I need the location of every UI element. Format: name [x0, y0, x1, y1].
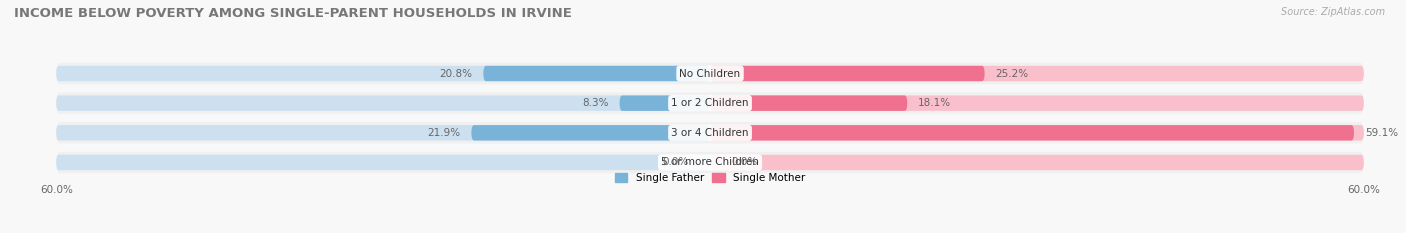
FancyBboxPatch shape	[56, 152, 1364, 173]
Text: 0.0%: 0.0%	[731, 158, 758, 168]
Legend: Single Father, Single Mother: Single Father, Single Mother	[614, 173, 806, 183]
FancyBboxPatch shape	[710, 66, 1364, 81]
Text: INCOME BELOW POVERTY AMONG SINGLE-PARENT HOUSEHOLDS IN IRVINE: INCOME BELOW POVERTY AMONG SINGLE-PARENT…	[14, 7, 572, 20]
FancyBboxPatch shape	[471, 125, 710, 140]
FancyBboxPatch shape	[56, 125, 710, 140]
FancyBboxPatch shape	[56, 63, 1364, 84]
FancyBboxPatch shape	[56, 122, 1364, 144]
Text: 59.1%: 59.1%	[1365, 128, 1398, 138]
FancyBboxPatch shape	[710, 125, 1354, 140]
FancyBboxPatch shape	[484, 66, 710, 81]
Text: 5 or more Children: 5 or more Children	[661, 158, 759, 168]
FancyBboxPatch shape	[710, 96, 907, 111]
FancyBboxPatch shape	[56, 66, 710, 81]
FancyBboxPatch shape	[56, 155, 710, 170]
Text: 8.3%: 8.3%	[582, 98, 609, 108]
FancyBboxPatch shape	[710, 66, 984, 81]
Text: 25.2%: 25.2%	[995, 69, 1029, 79]
Text: No Children: No Children	[679, 69, 741, 79]
Text: 1 or 2 Children: 1 or 2 Children	[671, 98, 749, 108]
FancyBboxPatch shape	[56, 96, 710, 111]
FancyBboxPatch shape	[710, 96, 1364, 111]
Text: Source: ZipAtlas.com: Source: ZipAtlas.com	[1281, 7, 1385, 17]
FancyBboxPatch shape	[710, 125, 1364, 140]
Text: 18.1%: 18.1%	[918, 98, 952, 108]
Text: 20.8%: 20.8%	[440, 69, 472, 79]
FancyBboxPatch shape	[620, 96, 710, 111]
FancyBboxPatch shape	[56, 93, 1364, 114]
Text: 21.9%: 21.9%	[427, 128, 461, 138]
Text: 0.0%: 0.0%	[662, 158, 689, 168]
FancyBboxPatch shape	[710, 155, 1364, 170]
Text: 3 or 4 Children: 3 or 4 Children	[671, 128, 749, 138]
